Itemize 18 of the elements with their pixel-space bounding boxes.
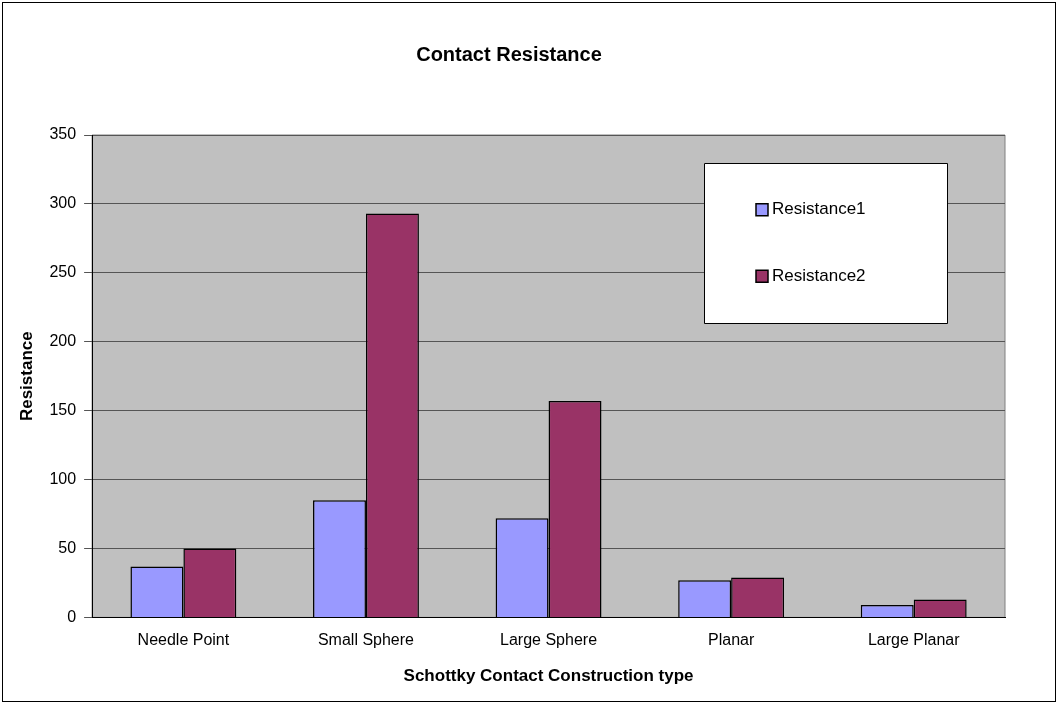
x-tick-label: Planar (708, 631, 755, 649)
legend-label: Resistance1 (772, 199, 866, 219)
x-tick-label: Large Sphere (500, 631, 598, 649)
y-axis-title: Resistance (16, 331, 36, 422)
x-tick-label: Needle Point (137, 631, 230, 649)
y-tick-label: 200 (49, 332, 77, 350)
legend-label: Resistance2 (772, 266, 866, 286)
y-tick-label: 300 (49, 194, 77, 212)
x-tick-label: Small Sphere (317, 631, 415, 649)
y-tick-label: 100 (49, 469, 77, 487)
x-axis-title: Schottky Contact Construction type (403, 666, 694, 686)
y-tick-label: 50 (58, 538, 77, 556)
y-tick-label: 150 (49, 401, 77, 419)
y-tick-label: 350 (49, 125, 77, 143)
x-tick-label: Large Planar (867, 631, 961, 649)
chart-title: Contact Resistance (416, 42, 602, 65)
y-tick-label: 0 (67, 607, 77, 625)
y-tick-label: 250 (49, 263, 77, 281)
